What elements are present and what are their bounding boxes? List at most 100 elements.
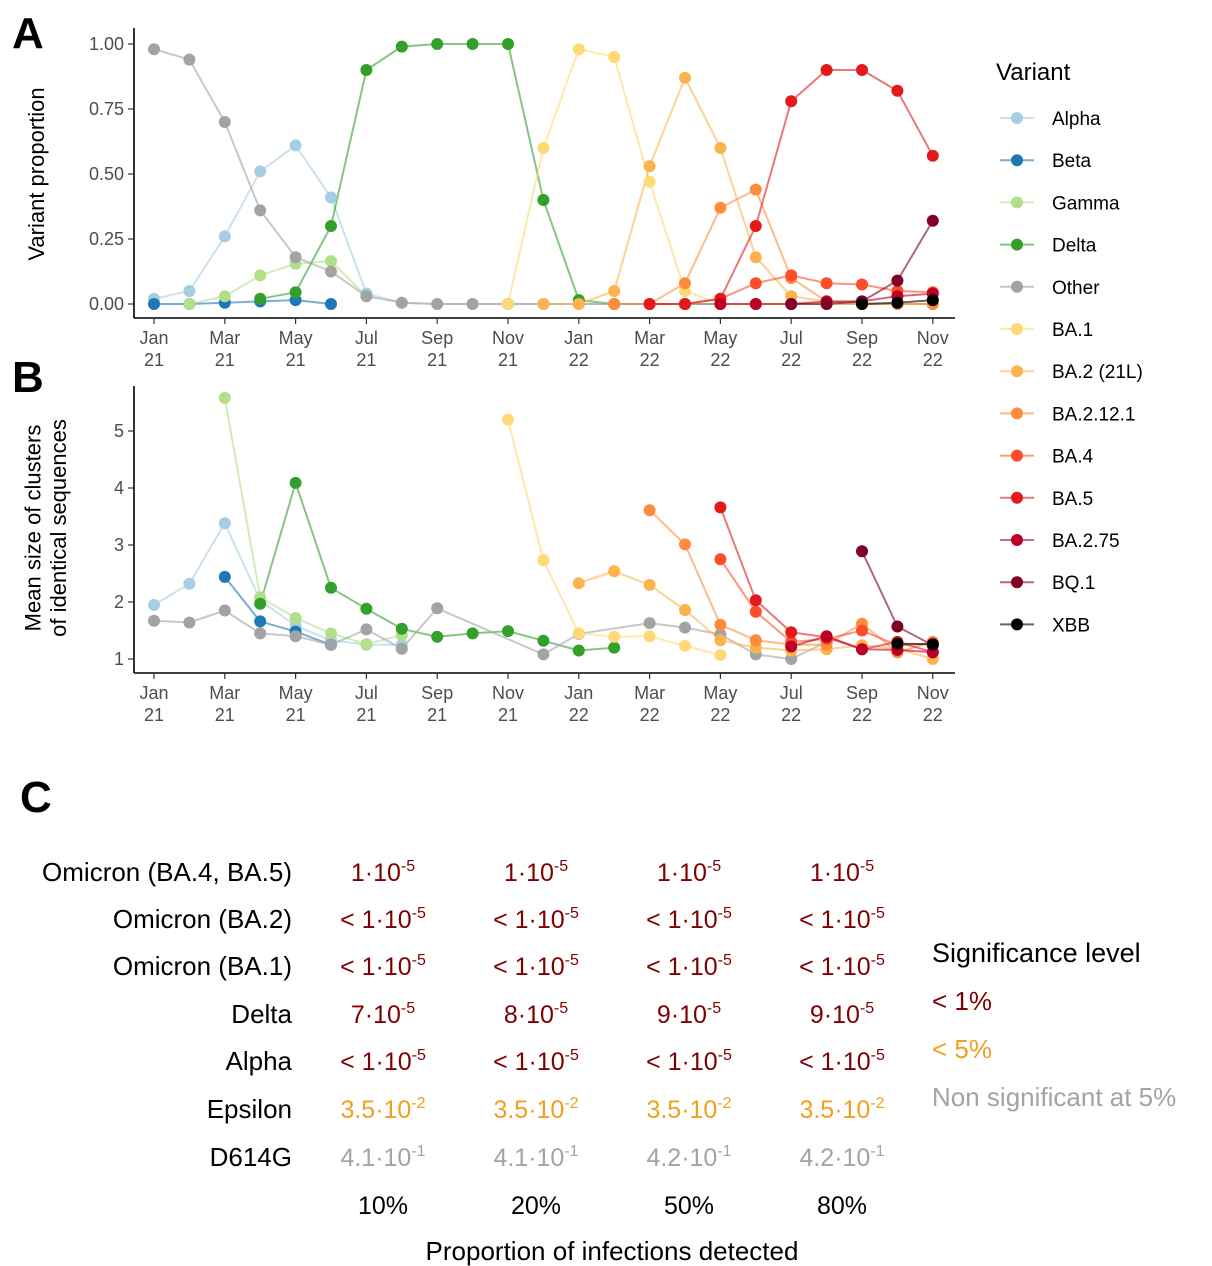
legend-swatch [1011,618,1023,631]
p-value-mantissa: 3.5·10 [646,1096,717,1124]
row-label: D614G [210,1142,292,1172]
p-value-exponent: -5 [554,858,568,875]
point-other [183,616,196,629]
p-value-mantissa: < 1·10 [799,1048,871,1076]
p-value-exponent: -5 [412,1047,426,1064]
p-value-cell: 1·10-5 [810,858,874,887]
p-value-cell: 4.2·10-1 [799,1143,884,1172]
point-ba-1 [608,51,621,63]
point-ba-2-21l [537,298,550,310]
column-label: 50% [664,1192,714,1220]
y-tick-label: 2 [114,592,124,612]
point-alpha [148,598,160,611]
x-tick-label: Sep [846,683,878,703]
legend-item-beta: Beta [1000,151,1092,172]
x-tick-label: 21 [498,350,518,370]
y-axis-title-line: of identical sequences [46,419,71,637]
point-delta [431,38,444,50]
point-other [289,251,302,264]
p-value-cell: < 1·10-5 [493,952,579,981]
significance-legend-item: < 5% [932,1034,992,1064]
x-tick-label: Jan [139,328,168,348]
point-ba-2-21l [679,604,691,616]
p-value-mantissa: < 1·10 [493,953,565,981]
point-ba-1 [537,554,550,567]
point-other [325,638,337,651]
p-value-cell: 7·10-5 [351,1000,415,1029]
p-value-exponent: -5 [860,1000,874,1017]
point-ba-2-75 [714,298,727,310]
point-ba-2-12-1 [714,618,727,631]
x-tick-label: 22 [710,350,730,370]
point-ba-2-12-1 [679,538,691,551]
y-tick-label: 5 [114,421,124,441]
point-ba-2-75 [749,298,762,310]
series-line-beta [154,299,332,305]
y-tick-label: 0.75 [89,99,124,119]
point-alpha [183,577,196,590]
p-value-mantissa: < 1·10 [493,1048,565,1076]
legend-swatch [1011,534,1023,546]
panel-letter-c: C [20,773,52,822]
p-value-exponent: -5 [871,905,885,922]
p-value-cell: < 1·10-5 [340,905,426,934]
legend-label: BA.2 (21L) [1052,362,1143,383]
p-value-cell: 3.5·10-2 [493,1095,578,1124]
legend-label: Alpha [1052,109,1101,130]
point-ba-1 [608,630,621,643]
y-tick-label: 3 [114,535,124,555]
p-value-cell: 1·10-5 [351,858,415,887]
p-value-mantissa: 4.2·10 [646,1144,717,1172]
p-value-cell: < 1·10-5 [646,1047,732,1076]
point-ba-1 [643,175,656,188]
point-other [254,204,267,217]
p-value-cell: 1·10-5 [504,858,568,887]
p-value-exponent: -5 [718,905,732,922]
significance-legend-title: Significance level [932,938,1141,968]
p-value-mantissa: 4.1·10 [493,1144,564,1172]
point-ba-2-12-1 [679,277,691,290]
x-tick-label: 22 [640,350,660,370]
x-tick-label: 22 [923,350,943,370]
x-tick-label: 22 [781,705,801,725]
x-tick-label: Nov [492,683,524,703]
point-alpha [218,230,231,243]
x-tick-label: 21 [286,350,306,370]
x-tick-label: Sep [846,328,878,348]
p-value-exponent: -5 [565,905,579,922]
point-bq-1 [891,274,904,287]
legend-swatch [1011,365,1023,378]
point-gamma [325,255,337,268]
series-line-gamma [223,397,403,646]
legend-item-ba-2-12-1: BA.2.12.1 [1000,404,1135,425]
point-alpha [254,165,267,178]
x-tick-label: May [703,683,737,703]
point-ba-2-21l [749,251,762,264]
variant-legend: Variant Alpha Beta Gamma Delta Other BA.1 BA.2… [996,59,1143,636]
point-gamma [218,391,231,404]
point-ba-2-21l [608,285,621,297]
significance-legend-item: < 1% [932,986,992,1016]
legend-title: Variant [996,59,1071,86]
panel-b-points [148,391,939,665]
series-line-delta [260,43,933,305]
legend-item-xbb: XBB [1000,615,1090,636]
p-value-exponent: -5 [412,952,426,969]
x-tick-label: 21 [144,350,164,370]
point-ba-1 [714,649,727,661]
point-ba-2-75 [820,630,833,643]
p-value-exponent: -5 [718,1047,732,1064]
point-delta [289,476,302,489]
point-ba-1 [572,43,585,56]
point-ba-5 [679,298,691,310]
panel-c-table: Omicron (BA.4, BA.5) 1·10-5 1·10-5 1·10-5 1·… [42,857,1176,1266]
p-value-exponent: -5 [707,1000,721,1017]
legend-item-ba-2-75: BA.2.75 [1000,531,1120,552]
legend-item-delta: Delta [1000,236,1097,257]
legend-swatch [1011,196,1023,209]
series-line-gamma [189,260,368,305]
point-delta [395,40,408,53]
p-value-exponent: -5 [718,952,732,969]
p-value-exponent: -2 [564,1095,578,1112]
p-value-exponent: -5 [554,1000,568,1017]
